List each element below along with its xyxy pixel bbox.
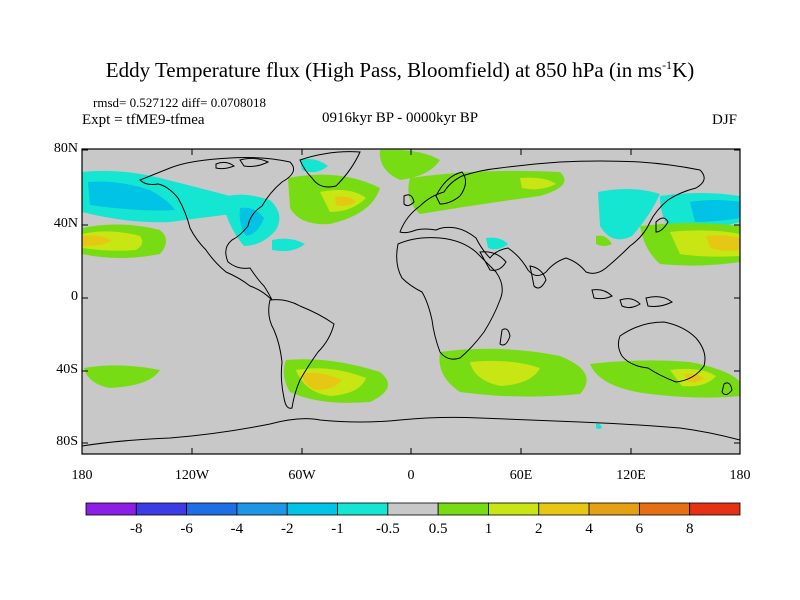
contour-neg-greenland [300, 158, 328, 173]
contour-neg-antarctic-spot [596, 423, 602, 429]
contour-pos-norwegian [379, 149, 440, 180]
contour-pos-sindian-mid [470, 360, 540, 386]
plot-title: Eddy Temperature flux (High Pass, Bloomf… [105, 58, 695, 82]
contour-pos-australia-core [684, 373, 704, 383]
experiment-label: Expt = tfME9-tfmea [82, 112, 205, 128]
contour-pos-npacific-west-core [706, 235, 740, 251]
contour-pos-australia [590, 360, 740, 398]
colorbar-label: -1 [331, 521, 344, 537]
colorbar [85, 502, 741, 516]
coast-north-america [139, 157, 295, 301]
colorbar-label: 0.5 [428, 521, 448, 537]
coast-new-zealand [721, 382, 733, 396]
contour-pos-satlantic-core [302, 372, 342, 390]
lat-tick-80s: 80S [56, 434, 78, 449]
lon-tick-180e: 180 [729, 468, 751, 483]
lat-tick-40n: 40N [53, 216, 78, 231]
coast-scandinavia [435, 171, 466, 205]
contour-pos-spacific-east [84, 365, 160, 388]
colorbar-label: 4 [585, 521, 593, 537]
period-label: 0916kyr BP - 0000kyr BP [322, 110, 479, 126]
contour-fields [82, 149, 740, 429]
stats-text: rmsd= 0.527122 diff= 0.0708018 [93, 95, 266, 110]
colorbar-box [387, 502, 439, 516]
lon-tick-120w: 120W [174, 468, 210, 483]
lon-tick-60e: 60E [509, 468, 533, 483]
colorbar-box [186, 502, 238, 516]
lon-tick-180w: 180 [71, 468, 93, 483]
coast-indonesia [591, 289, 673, 309]
coast-south-america [268, 299, 335, 409]
colorbar-box [488, 502, 540, 516]
colorbar-label: 8 [685, 521, 694, 537]
contour-pos-eurasia-mid [520, 177, 556, 190]
coast-arabia-india [479, 251, 547, 289]
lat-tick-0: 0 [71, 289, 78, 304]
colorbar-label: -4 [230, 521, 244, 537]
contour-pos-npacific-east-core [82, 235, 112, 246]
coast-madagascar [499, 328, 511, 346]
axis-ticks [82, 149, 740, 454]
colorbar-box [286, 502, 338, 516]
lat-tick-80n: 80N [53, 141, 78, 156]
colorbar-box [638, 502, 691, 516]
colorbar-box [135, 502, 188, 516]
coast-japan [655, 217, 669, 233]
lon-tick-120e: 120E [616, 468, 646, 483]
coast-eurasia [399, 160, 705, 276]
contour-neg-mideast [486, 237, 508, 250]
coast-british-isles [403, 194, 415, 207]
colorbar-label: -2 [280, 521, 294, 537]
contour-neg-nwpacific [598, 188, 660, 240]
colorbar-label: 2 [535, 521, 543, 537]
colorbar-label: 6 [635, 521, 644, 537]
contour-pos-natlantic-core [335, 196, 356, 206]
colorbar-box [85, 502, 137, 516]
contour-neg-atlantic-small [272, 238, 305, 252]
colorbar-label: -0.5 [375, 521, 400, 537]
colorbar-label: -8 [130, 521, 143, 537]
contour-neg-npacific-west-inner [690, 200, 740, 222]
contour-pos-china [596, 235, 612, 246]
coast-antarctica [82, 416, 740, 447]
colorbar-box [538, 502, 590, 516]
colorbar-box [689, 502, 741, 516]
coast-greenland [299, 151, 361, 188]
coast-australia [617, 321, 706, 383]
colorbar-label: 1 [484, 521, 493, 537]
colorbar-label: -6 [180, 521, 193, 537]
colorbar-box [437, 502, 489, 516]
coast-africa [396, 237, 503, 360]
lon-tick-0: 0 [407, 468, 415, 483]
coastlines [82, 151, 740, 447]
contour-neg-npacific-east-inner [88, 181, 175, 211]
lat-tick-40s: 40S [56, 362, 78, 377]
colorbar-box [236, 502, 288, 516]
lon-tick-60w: 60W [288, 468, 316, 483]
colorbar-box [588, 502, 640, 516]
season-label: DJF [712, 112, 738, 128]
colorbar-box [337, 502, 389, 516]
coast-arctic-islands [215, 157, 270, 170]
